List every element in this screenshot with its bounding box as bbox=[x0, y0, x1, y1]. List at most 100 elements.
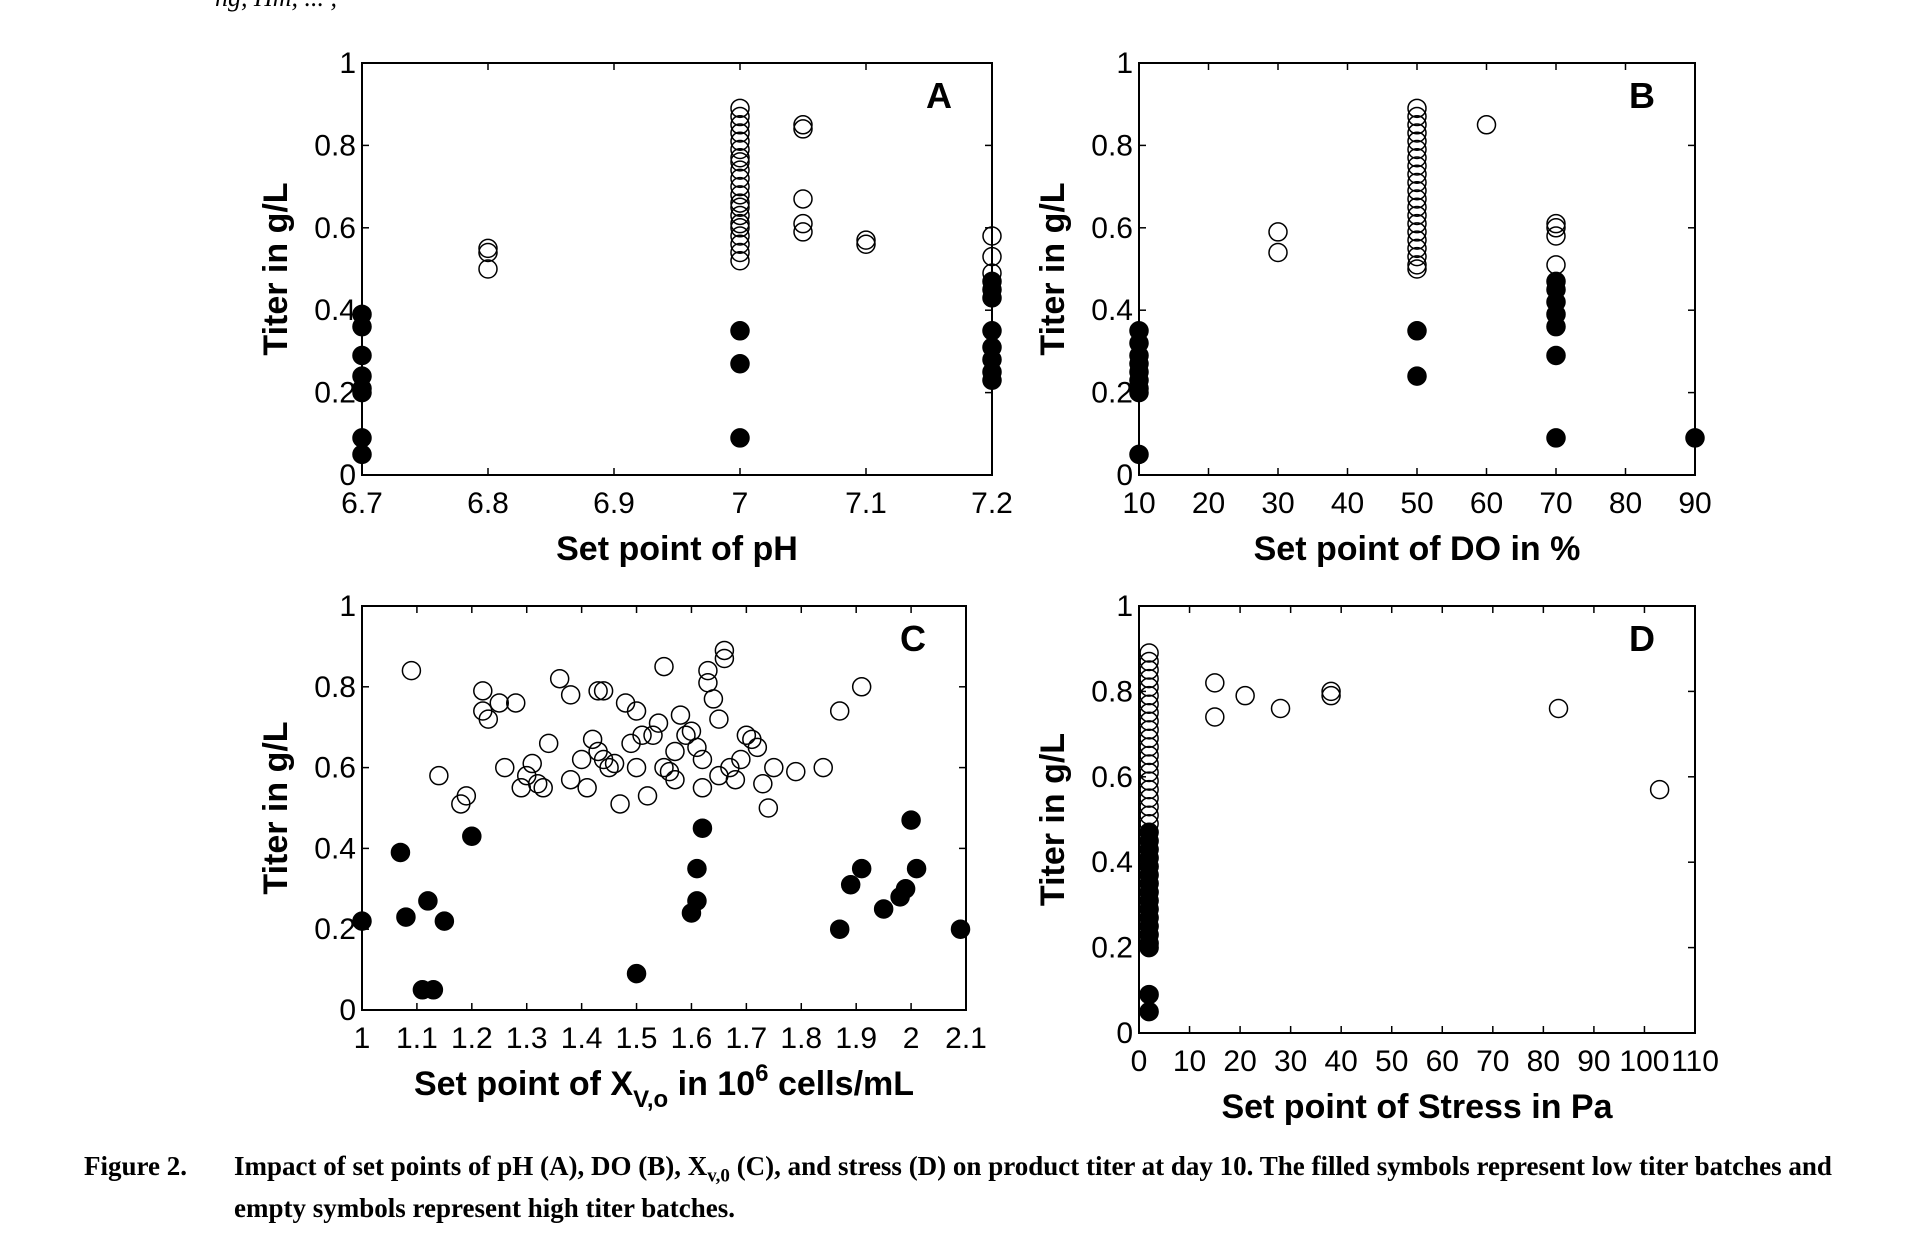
panel-d-high-titer-point bbox=[1548, 698, 1569, 719]
panel-a-low-titer-point bbox=[982, 370, 1002, 390]
panel-c-high-titer-point bbox=[654, 656, 674, 677]
panel-b-y-tick-label: 0.2 bbox=[1091, 377, 1133, 410]
panel-b-high-titer-point bbox=[1407, 131, 1427, 152]
panel-c-high-titer-point bbox=[742, 729, 762, 750]
panel-c-high-titer-point bbox=[698, 673, 718, 693]
panel-c-high-titer-point bbox=[473, 681, 493, 701]
panel-c-high-titer-point bbox=[714, 648, 735, 669]
panel-a-high-titer-point bbox=[730, 139, 750, 160]
panel-d-low-titer-point bbox=[1139, 1001, 1159, 1022]
panel-c-y-tick-label: 0.4 bbox=[314, 832, 356, 865]
panel-b-x-tick-label: 80 bbox=[1609, 487, 1642, 520]
panel-b-x-tick-label: 20 bbox=[1192, 487, 1225, 520]
panel-c-high-titer-point bbox=[505, 693, 526, 713]
panel-c-letter: C bbox=[900, 618, 926, 659]
panel-c-high-titer-point bbox=[692, 778, 713, 798]
panel-d-x-tick-label: 110 bbox=[1671, 1045, 1719, 1078]
panel-c-high-titer-point bbox=[560, 685, 581, 705]
panel-a-low-titer-point bbox=[730, 428, 750, 448]
panel-c-high-titer-point bbox=[676, 725, 696, 746]
panel-a-x-tick-label: 7.2 bbox=[971, 487, 1013, 520]
panel-a-high-titer-point bbox=[478, 238, 498, 259]
panel-c-high-titer-point bbox=[599, 757, 619, 778]
panel-d-y-tick-label: 0.6 bbox=[1091, 761, 1133, 794]
panel-d-y-tick-label: 1 bbox=[1116, 590, 1133, 623]
panel-d-high-titer-point bbox=[1139, 677, 1159, 697]
panel-b-high-titer-point bbox=[1546, 213, 1566, 234]
panel-d-high-titer-point bbox=[1139, 643, 1159, 663]
panel-d-high-titer-point bbox=[1205, 673, 1225, 693]
caption-text: Impact of set points of pH (A), DO (B), … bbox=[234, 1150, 1884, 1224]
panel-c-x-axis-label-part: in 10 bbox=[668, 1065, 755, 1103]
panel-a-x-axis-label: Set point of pH bbox=[556, 530, 798, 568]
panel-c-high-titer-point bbox=[851, 677, 872, 697]
panel-d-high-titer-point bbox=[1139, 796, 1159, 817]
panel-d-high-titer-point bbox=[1139, 754, 1159, 774]
panel-b-y-tick-label: 0.8 bbox=[1091, 129, 1133, 162]
panel-d-high-titer-point bbox=[1139, 805, 1159, 825]
panel-a-high-titer-point bbox=[730, 226, 750, 246]
panel-c-y-tick-label: 0.6 bbox=[314, 752, 356, 785]
panel-b-x-tick-label: 70 bbox=[1539, 487, 1572, 520]
panel-b-x-tick-label: 30 bbox=[1261, 487, 1294, 520]
panel-b-low-titer-point bbox=[1546, 345, 1566, 366]
panel-c-low-titer-point bbox=[901, 810, 921, 830]
panel-d-high-titer-point bbox=[1139, 703, 1159, 723]
panel-a-high-titer-point bbox=[793, 119, 813, 139]
panel-b-high-titer-point bbox=[1407, 156, 1427, 176]
panel-c-high-titer-point bbox=[665, 741, 685, 762]
panel-d: 0 10 20 30 40 50 60 70 80 90 100 110 0 0.2 0.4 0.6 0.8 1 S… bbox=[1034, 590, 1719, 1126]
panel-c-x-tick-label: 1.1 bbox=[396, 1022, 438, 1055]
panel-b-y-tick-label: 1 bbox=[1116, 47, 1133, 80]
panel-d-high-titer-point bbox=[1139, 720, 1159, 740]
panel-c-low-titer-point bbox=[626, 963, 647, 984]
panel-c-high-titer-point bbox=[626, 757, 647, 778]
panel-a-x-tick-label: 6.8 bbox=[467, 487, 509, 520]
panel-c-x-tick-label: 2.1 bbox=[945, 1022, 987, 1055]
panel-b-high-titer-point bbox=[1476, 115, 1497, 135]
panel-d-x-tick-label: 90 bbox=[1577, 1045, 1610, 1078]
panel-d-high-titer-point bbox=[1139, 694, 1159, 714]
panel-c-high-titer-point bbox=[478, 709, 499, 729]
panel-a-x-tick-label: 6.7 bbox=[341, 487, 383, 520]
panel-a-low-titer-point bbox=[352, 382, 372, 403]
panel-b-x-tick-label: 90 bbox=[1678, 487, 1711, 520]
panel-c-x-axis-label-part: Set point of X bbox=[414, 1065, 633, 1103]
panel-c-high-titer-point bbox=[648, 713, 669, 733]
panel-c-high-titer-point bbox=[725, 769, 746, 790]
panel-c-high-titer-point bbox=[786, 761, 806, 782]
panel-a-high-titer-point bbox=[730, 185, 750, 205]
panel-b: 10 20 30 40 50 60 70 80 90 0 0.2 0.4 0.6 0.8 1 Set poin… bbox=[1034, 47, 1712, 568]
panel-b-y-tick-label: 0 bbox=[1116, 459, 1133, 492]
panel-b-x-tick-label: 10 bbox=[1122, 487, 1155, 520]
caption-label: Figure 2. bbox=[84, 1151, 187, 1181]
panel-b-high-titer-point bbox=[1407, 255, 1427, 275]
panel-b-y-tick-label: 0.4 bbox=[1091, 294, 1133, 327]
panel-c-y-tick-label: 0.8 bbox=[314, 671, 356, 704]
panel-b-high-titer-point bbox=[1407, 98, 1427, 119]
caption-text-end: (C), and stress (D) on product titer at … bbox=[234, 1151, 1832, 1224]
panel-c-high-titer-point bbox=[588, 681, 608, 701]
panel-d-y-tick-label: 0.2 bbox=[1091, 932, 1133, 965]
panel-a-high-titer-point bbox=[730, 242, 750, 263]
panel-a-low-titer-point bbox=[352, 316, 372, 337]
panel-d-high-titer-point bbox=[1321, 681, 1341, 702]
panel-b-low-titer-point bbox=[1407, 321, 1427, 341]
panel-b-high-titer-point bbox=[1407, 106, 1427, 127]
panel-a-high-titer-point bbox=[856, 230, 876, 250]
panel-a-plot-frame bbox=[361, 62, 993, 476]
panel-c-x-tick-label: 2 bbox=[903, 1022, 920, 1055]
panel-c-x-tick-label: 1.2 bbox=[451, 1022, 493, 1055]
panel-c-high-titer-point bbox=[549, 668, 570, 689]
panel-c-x-axis-label-part: 6 bbox=[755, 1060, 768, 1087]
panel-c-low-titer-point bbox=[423, 980, 444, 1000]
panel-a-low-titer-point bbox=[982, 288, 1002, 308]
panel-a-high-titer-point bbox=[478, 242, 498, 263]
panel-c-low-titer-point bbox=[687, 891, 707, 911]
panel-d-high-titer-point bbox=[1270, 698, 1291, 719]
panel-c-y-tick-label: 0 bbox=[339, 994, 356, 1027]
panel-a-high-titer-point bbox=[793, 189, 813, 209]
panel-c-high-titer-point bbox=[670, 705, 691, 725]
panel-a-high-titer-point bbox=[730, 152, 750, 172]
figure-caption: Figure 2. Impact of set points of pH (A)… bbox=[84, 1150, 1884, 1224]
